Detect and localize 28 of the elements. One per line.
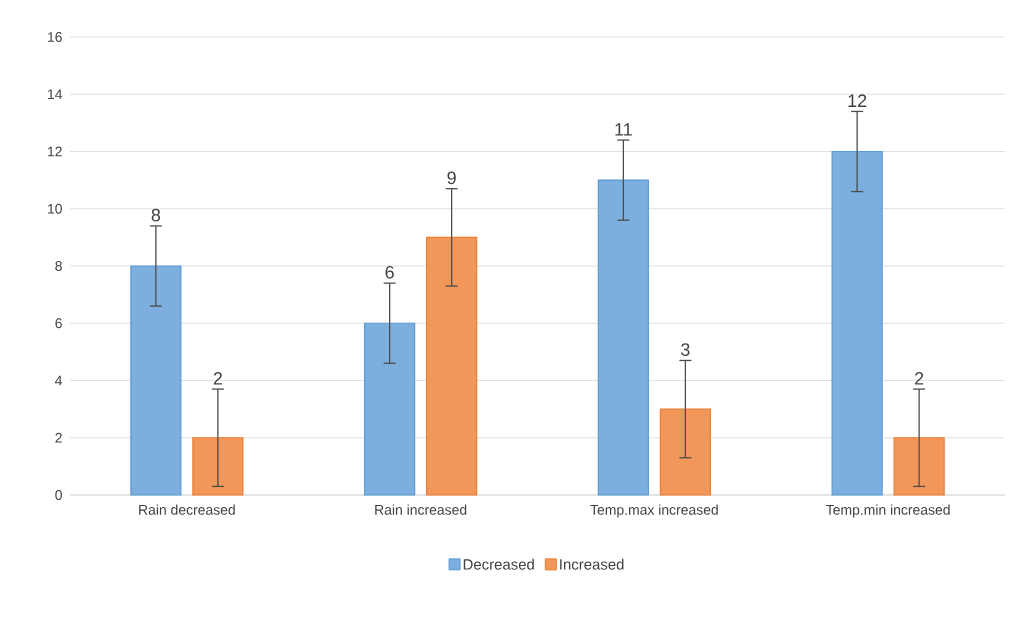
data-label: 3 bbox=[681, 343, 690, 356]
x-tick-label: Rain decreased bbox=[139, 504, 235, 515]
y-tick-label: 4 bbox=[55, 375, 63, 386]
legend-label: Decreased bbox=[463, 558, 534, 570]
y-tick-label: 16 bbox=[48, 32, 62, 42]
y-tick-label: 10 bbox=[48, 203, 62, 214]
bar bbox=[831, 150, 883, 496]
legend-label: Increased bbox=[560, 558, 624, 570]
y-tick-label: 6 bbox=[55, 318, 62, 329]
data-label: 2 bbox=[213, 372, 222, 385]
y-tick-label: 12 bbox=[48, 146, 62, 157]
x-tick-label: Temp.min increased bbox=[826, 504, 950, 518]
y-tick-label: 8 bbox=[55, 261, 62, 271]
data-label: 2 bbox=[915, 372, 924, 385]
y-tick-label: 0 bbox=[55, 490, 62, 500]
data-label: 8 bbox=[151, 208, 161, 222]
data-label: 9 bbox=[447, 171, 456, 185]
y-tick-label: 2 bbox=[55, 432, 62, 443]
data-label: 11 bbox=[615, 123, 632, 136]
y-tick-label: 14 bbox=[48, 89, 63, 100]
data-label: 6 bbox=[385, 265, 394, 279]
bar bbox=[130, 265, 182, 496]
x-tick-label: Rain increased bbox=[375, 504, 467, 515]
bar bbox=[597, 179, 649, 496]
bar bbox=[426, 236, 478, 496]
data-label: 12 bbox=[848, 94, 867, 107]
x-tick-label: Temp.max increased bbox=[590, 504, 718, 518]
bar bbox=[364, 322, 416, 496]
